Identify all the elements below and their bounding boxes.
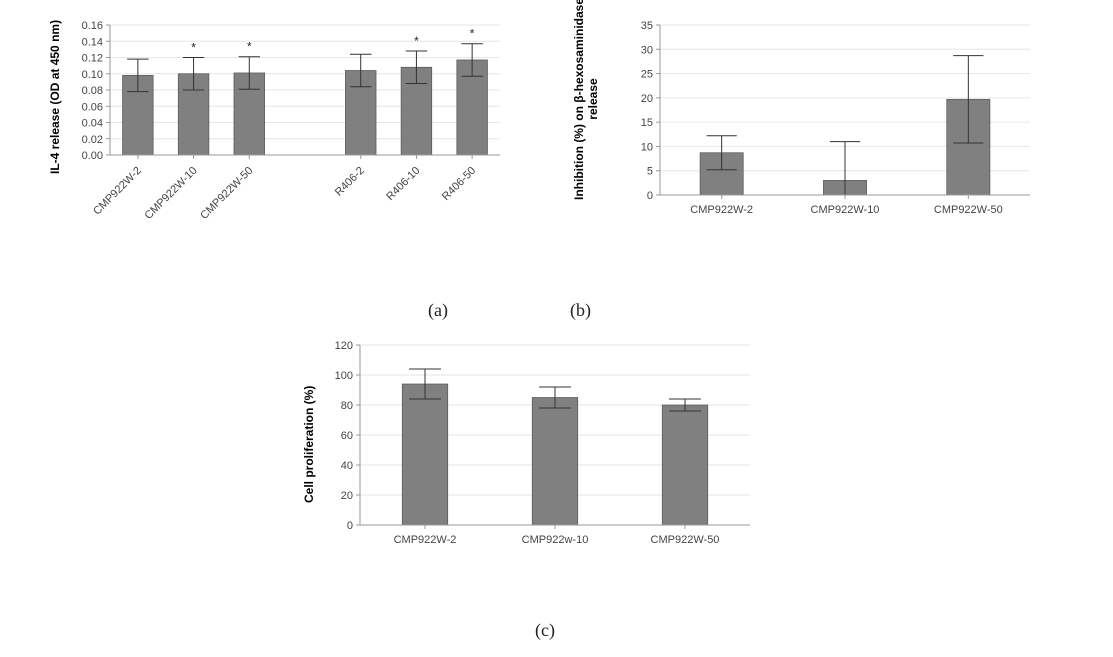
svg-text:100: 100 [335, 370, 353, 382]
x-tick-label: CMP922W-50 [198, 165, 255, 222]
svg-text:0.14: 0.14 [82, 36, 103, 48]
svg-text:120: 120 [335, 340, 353, 352]
significance-star: * [247, 40, 252, 54]
svg-text:40: 40 [341, 460, 353, 472]
significance-star: * [414, 34, 419, 48]
svg-text:10: 10 [641, 141, 653, 153]
x-tick-label: R406-50 [440, 165, 478, 203]
page: { "chart_a": { "type": "bar", "ylabel": … [0, 0, 1113, 657]
chart-c-panel: 0 20 40 60 80 100 120 CMP922W-2 CMP922w-10 CMP922… [300, 335, 760, 565]
chart-a-panel: 0.00 0.02 0.04 0.06 0.08 0.10 0.12 0.14 0.16 * * * *… [50, 15, 510, 235]
svg-text:0.10: 0.10 [82, 69, 103, 81]
caption-a: (a) [428, 300, 448, 321]
svg-text:5: 5 [647, 166, 653, 178]
x-tick-label: CMP922W-2 [690, 204, 753, 216]
svg-text:20: 20 [641, 93, 653, 105]
svg-text:35: 35 [641, 20, 653, 32]
bar [402, 384, 448, 525]
svg-text:30: 30 [641, 44, 653, 56]
x-tick-label: R406-2 [333, 165, 367, 199]
x-tick-label: CMP922W-50 [651, 534, 720, 546]
svg-text:60: 60 [341, 430, 353, 442]
svg-text:0.06: 0.06 [82, 101, 103, 113]
svg-text:0.02: 0.02 [82, 134, 103, 146]
y-axis-label: IL-4 release (OD at 450 nm) [48, 20, 62, 174]
bar [662, 405, 708, 525]
x-tick-label: CMP922W-2 [394, 534, 457, 546]
svg-text:20: 20 [341, 490, 353, 502]
x-tick-label: CMP922w-10 [522, 534, 589, 546]
x-tick-label: CMP922W-10 [811, 204, 880, 216]
svg-text:0.08: 0.08 [82, 85, 103, 97]
x-tick-label: CMP922W-2 [91, 165, 144, 218]
svg-text:0.04: 0.04 [82, 118, 103, 130]
significance-star: * [191, 41, 196, 55]
svg-text:0.12: 0.12 [82, 53, 103, 65]
caption-b: (b) [570, 300, 591, 321]
svg-text:80: 80 [341, 400, 353, 412]
svg-text:15: 15 [641, 117, 653, 129]
bar [532, 398, 578, 526]
chart-b: 0 5 10 15 20 25 30 35 CMP922W-2 CMP922W-10 CMP922W… [590, 15, 1040, 235]
chart-b-panel: 0 5 10 15 20 25 30 35 CMP922W-2 CMP922W-10 CMP922W… [590, 15, 1040, 235]
y-axis-label: Cell proliferation (%) [302, 386, 316, 503]
chart-a: 0.00 0.02 0.04 0.06 0.08 0.10 0.12 0.14 0.16 * * * *… [50, 15, 510, 235]
significance-star: * [470, 27, 475, 41]
svg-text:0: 0 [647, 190, 653, 202]
x-tick-label: CMP922W-50 [934, 204, 1003, 216]
svg-text:0.00: 0.00 [82, 150, 103, 162]
svg-text:25: 25 [641, 69, 653, 81]
x-tick-label: CMP922W-10 [142, 165, 199, 222]
chart-c: 0 20 40 60 80 100 120 CMP922W-2 CMP922w-10 CMP922… [300, 335, 760, 565]
x-tick-label: R406-10 [384, 165, 422, 203]
caption-c: (c) [535, 620, 555, 641]
svg-text:0.16: 0.16 [82, 20, 103, 32]
y-axis-label: Inhibition (%) on β-hexosaminidase relea… [572, 0, 600, 200]
svg-text:0: 0 [347, 520, 353, 532]
